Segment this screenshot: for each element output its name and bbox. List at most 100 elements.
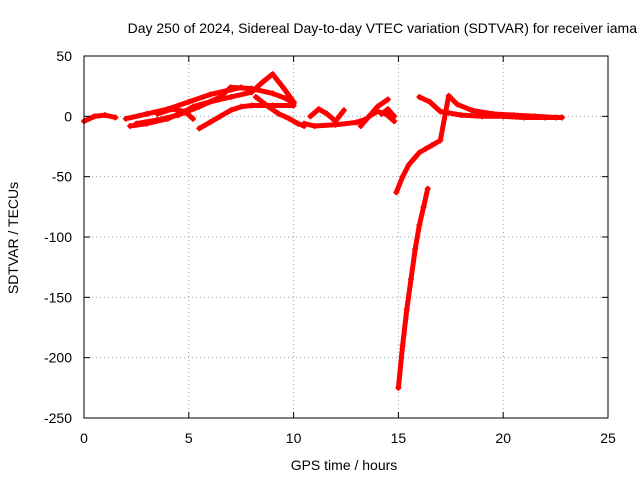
y-tick-label: -100: [44, 229, 72, 245]
data-point: [424, 185, 431, 192]
data-point: [154, 110, 161, 117]
data-point: [416, 94, 423, 101]
data-point: [286, 115, 293, 122]
data-point: [395, 384, 402, 391]
data-point: [542, 114, 549, 121]
series-pass-12: [393, 92, 565, 196]
data-point: [340, 107, 347, 114]
series-line: [395, 186, 431, 391]
data-point: [315, 106, 322, 113]
y-tick-label: -250: [44, 410, 72, 426]
data-point: [399, 173, 406, 180]
data-point: [426, 98, 433, 105]
series-pass-13: [395, 185, 431, 391]
data-point: [374, 108, 381, 115]
data-point: [275, 110, 282, 117]
data-point: [384, 106, 391, 113]
series-pass-1: [81, 112, 119, 125]
data-point: [416, 221, 423, 228]
series-line: [253, 94, 307, 129]
data-point: [412, 246, 419, 253]
data-point: [458, 112, 465, 119]
data-point: [227, 84, 234, 91]
x-tick-label: 5: [185, 430, 193, 446]
data-point: [384, 96, 391, 103]
data-point: [238, 103, 245, 110]
data-point: [122, 115, 129, 122]
data-point: [227, 94, 234, 101]
data-point: [206, 119, 213, 126]
data-point: [521, 114, 528, 121]
y-tick-label: -150: [44, 289, 72, 305]
series-pass-7: [252, 94, 308, 129]
data-point: [407, 276, 414, 283]
data-point: [265, 103, 272, 110]
data-point: [366, 113, 373, 120]
y-tick-label: -200: [44, 350, 72, 366]
data-point: [282, 95, 289, 102]
data-point: [437, 137, 444, 144]
data-point: [112, 114, 119, 121]
x-tick-label: 0: [80, 430, 88, 446]
data-point: [311, 122, 318, 129]
chart-title: Day 250 of 2024, Sidereal Day-to-day VTE…: [128, 20, 638, 36]
y-tick-label: 0: [64, 108, 72, 124]
data-point: [324, 110, 331, 117]
data-point: [420, 203, 427, 210]
data-point: [353, 119, 360, 126]
data-point: [422, 145, 429, 152]
data-point: [307, 113, 314, 120]
data-point: [252, 94, 259, 101]
data-point: [357, 122, 364, 129]
data-point: [185, 98, 192, 105]
series-pass-8: [307, 106, 347, 125]
data-point: [169, 106, 176, 113]
data-point: [269, 71, 276, 78]
data-point: [127, 122, 134, 129]
data-point: [259, 79, 266, 86]
data-point: [454, 101, 461, 108]
data-point: [391, 113, 398, 120]
data-point: [189, 103, 196, 110]
data-point: [206, 98, 213, 105]
data-point: [412, 154, 419, 161]
data-point: [445, 92, 452, 99]
data-point: [91, 113, 98, 120]
series-pass-5: [154, 106, 196, 122]
series-pass-14: [416, 94, 565, 121]
data-point: [217, 113, 224, 120]
data-point: [294, 120, 301, 127]
data-point: [399, 342, 406, 349]
data-point: [248, 102, 255, 109]
data-point: [468, 107, 475, 114]
data-point: [181, 108, 188, 115]
data-point: [143, 110, 150, 117]
data-point: [403, 306, 410, 313]
data-point: [428, 142, 435, 149]
series-line: [81, 112, 118, 124]
y-tick-label: -50: [52, 169, 72, 185]
data-point: [196, 125, 203, 132]
data-point: [416, 149, 423, 156]
data-point: [437, 108, 444, 115]
y-tick-label: 50: [56, 48, 72, 64]
series-pass-11: [378, 106, 398, 120]
x-tick-label: 15: [391, 430, 407, 446]
data-point: [206, 91, 213, 98]
data-point: [393, 189, 400, 196]
x-tick-label: 20: [495, 430, 511, 446]
data-point: [290, 102, 297, 109]
data-point: [479, 113, 486, 120]
data-point: [101, 112, 108, 119]
data-point: [301, 120, 308, 127]
ticks: 0 5 10 15 20 25 -250 -200 -150 -100 -50 0 50: [44, 48, 616, 446]
series-line: [127, 71, 297, 129]
x-tick-label: 10: [286, 430, 302, 446]
x-tick-label: 25: [600, 430, 616, 446]
data-point: [248, 89, 255, 96]
data-point: [280, 84, 287, 91]
series-line: [393, 93, 565, 195]
series-line: [154, 106, 196, 122]
data-point: [227, 107, 234, 114]
